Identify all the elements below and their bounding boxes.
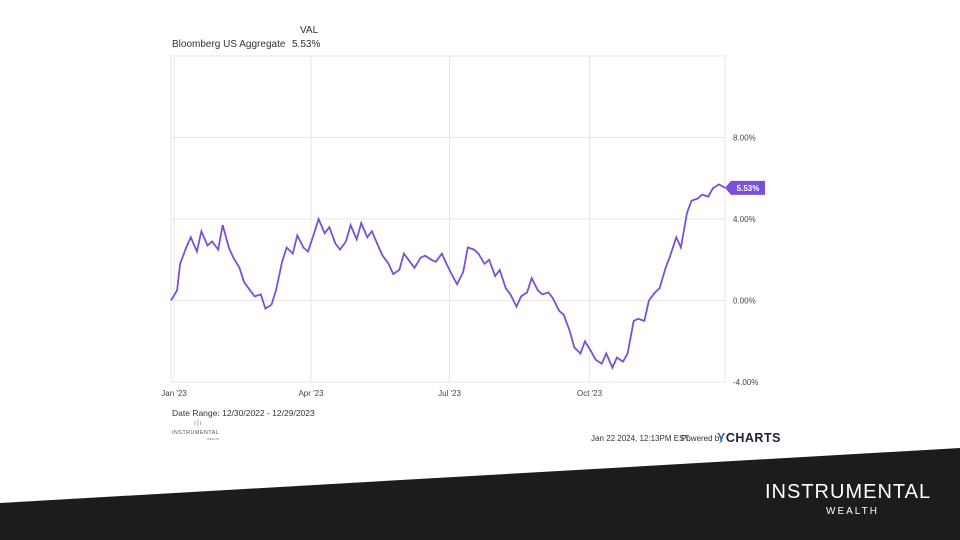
last-value-badge: 5.53% <box>725 180 765 195</box>
legend-series-value: 5.53% <box>292 39 321 50</box>
legend-header: VAL <box>300 25 319 36</box>
y-tick-label: -4.00% <box>733 378 758 387</box>
mini-logo-bars: ı|ı <box>194 420 203 427</box>
brand-name: INSTRUMENTAL <box>765 481 932 503</box>
y-tick-label: 4.00% <box>733 215 756 224</box>
series-line-bloomberg-us-aggregate <box>170 183 726 370</box>
ycharts-logo[interactable]: YCHARTS <box>717 431 781 445</box>
ycharts-text: CHARTS <box>725 431 781 445</box>
date-range: Date Range: 12/30/2022 - 12/29/2023 <box>172 408 315 418</box>
brand-sub: WEALTH <box>826 506 879 517</box>
ycharts-y: Y <box>717 431 726 445</box>
x-tick-label: Jul '23 <box>438 389 461 398</box>
x-tick-label: Jan '23 <box>161 389 187 398</box>
y-axis-ticks: 8.00% 4.00% 0.00% -4.00% <box>733 134 758 388</box>
x-axis-ticks: Jan '23 Apr '23 Jul '23 Oct '23 <box>161 389 602 398</box>
y-tick-label: 8.00% <box>733 134 756 143</box>
powered-by: Powered by <box>681 434 724 443</box>
mini-logo: ı|ı INSTRUMENTAL WEALTH <box>172 420 232 442</box>
x-tick-label: Apr '23 <box>298 389 324 398</box>
footer-shape <box>0 448 960 540</box>
mini-logo-text: INSTRUMENTAL <box>172 430 220 436</box>
legend-series-name: Bloomberg US Aggregate <box>172 39 286 50</box>
timestamp: Jan 22 2024, 12:13PM EST. <box>591 434 691 443</box>
y-tick-label: 0.00% <box>733 297 756 306</box>
mini-logo-sub: WEALTH <box>207 437 220 441</box>
last-value-badge-shape <box>725 180 765 195</box>
last-value-label: 5.53% <box>737 184 760 193</box>
gridlines <box>170 55 726 383</box>
x-tick-label: Oct '23 <box>577 389 603 398</box>
